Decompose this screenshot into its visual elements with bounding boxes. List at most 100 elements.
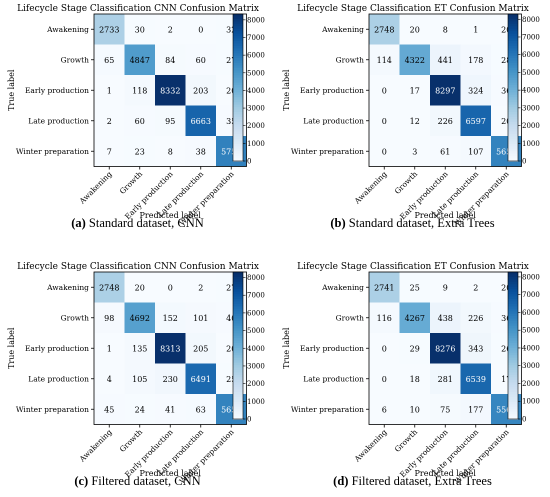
x-tick-label: Growth — [118, 427, 145, 454]
colorbar-segment — [233, 274, 243, 278]
heatmap-cell — [460, 136, 491, 167]
y-tick-label: Awakening — [46, 25, 89, 34]
cell-value-label: 105 — [132, 375, 147, 384]
colorbar-segment — [508, 296, 518, 300]
colorbar-segment — [233, 131, 243, 135]
colorbar-segment — [233, 119, 243, 123]
colorbar-segment — [508, 138, 518, 142]
colorbar-segment — [233, 294, 243, 298]
colorbar-segment — [508, 67, 518, 71]
heatmap-cell — [94, 272, 125, 303]
colorbar-segment — [233, 129, 243, 133]
colorbar-segment — [233, 340, 243, 344]
colorbar-segment — [233, 325, 243, 329]
colorbar-segment — [233, 404, 243, 408]
heatmap-cell — [460, 272, 491, 303]
cell-value-label: 36 — [501, 86, 511, 95]
colorbar-segment — [508, 325, 518, 329]
heatmap-cell — [430, 105, 461, 136]
colorbar-segment — [233, 151, 243, 155]
colorbar-segment — [233, 143, 243, 147]
colorbar-segment — [233, 335, 243, 339]
colorbar-tick-label: 7000 — [522, 33, 540, 41]
colorbar-segment — [233, 377, 243, 381]
heatmap-cell — [155, 14, 186, 45]
heatmap-cell — [399, 272, 430, 303]
cell-value-label: 205 — [193, 344, 208, 353]
colorbar-segment — [508, 360, 518, 364]
chart-title: Lifecycle Stage Classification ET Confus… — [297, 262, 529, 272]
colorbar-segment — [508, 323, 518, 327]
colorbar-segment — [508, 72, 518, 76]
cell-value-label: 0 — [168, 283, 173, 292]
colorbar-segment — [508, 53, 518, 57]
heatmap-cell — [124, 105, 155, 136]
colorbar-segment — [233, 409, 243, 413]
heatmap-cell — [124, 75, 155, 106]
y-tick-label: Early production — [25, 344, 89, 353]
heatmap-cell — [185, 44, 216, 75]
colorbar-segment — [233, 55, 243, 59]
cell-value-label: 101 — [193, 314, 208, 323]
colorbar-segment — [508, 274, 518, 278]
colorbar-segment — [508, 70, 518, 74]
heatmap-cell — [399, 105, 430, 136]
chart-title: Lifecycle Stage Classification ET Confus… — [297, 4, 529, 14]
colorbar-segment — [508, 301, 518, 305]
caption-b-letter: (b) — [330, 216, 346, 230]
colorbar-segment — [508, 36, 518, 40]
y-tick-label: Early production — [25, 86, 89, 95]
y-tick-label: Growth — [336, 55, 365, 64]
cell-value-label: 32 — [226, 25, 236, 34]
y-tick-label: Winter preparation — [16, 147, 89, 156]
colorbar-segment — [508, 143, 518, 147]
colorbar-segment — [508, 370, 518, 374]
cell-value-label: 4692 — [130, 314, 150, 323]
cell-value-label: 24 — [135, 405, 145, 414]
colorbar-tick-label: 2000 — [247, 122, 265, 130]
colorbar-tick-label: 0 — [522, 158, 526, 166]
colorbar-tick-label: 5000 — [247, 69, 265, 77]
colorbar-segment — [508, 291, 518, 295]
cell-value-label: 0 — [382, 344, 387, 353]
cell-value-label: 23 — [135, 147, 145, 156]
x-tick-label: Growth — [393, 427, 420, 454]
colorbar-tick-label: 6000 — [522, 309, 540, 317]
colorbar-segment — [233, 85, 243, 89]
cell-value-label: 1 — [473, 25, 478, 34]
colorbar-segment — [233, 141, 243, 145]
y-tick-label: Late production — [28, 374, 89, 383]
colorbar-segment — [233, 60, 243, 64]
colorbar-segment — [508, 82, 518, 86]
heatmap-cell — [185, 14, 216, 45]
colorbar-segment — [233, 345, 243, 349]
x-axis-label: Predicted label — [415, 211, 477, 220]
caption-c-letter: (c) — [74, 474, 89, 488]
colorbar-tick-label: 2000 — [522, 122, 540, 130]
heatmap-cell — [399, 14, 430, 45]
cell-value-label: 118 — [132, 86, 147, 95]
heatmap-cell — [430, 44, 461, 75]
heatmap-cell — [155, 44, 186, 75]
colorbar-segment — [508, 65, 518, 69]
colorbar-segment — [233, 40, 243, 44]
colorbar-segment — [233, 116, 243, 120]
confusion-matrix-panel-1: Lifecycle Stage Classification CNN Confu… — [7, 4, 265, 228]
colorbar-segment — [508, 75, 518, 79]
colorbar-segment — [233, 102, 243, 106]
colorbar-tick-label: 7000 — [247, 292, 265, 300]
cell-value-label: 4322 — [405, 56, 425, 65]
colorbar-segment — [233, 38, 243, 42]
heatmap-cell — [430, 363, 461, 394]
heatmap-cell — [94, 44, 125, 75]
colorbar-segment — [233, 126, 243, 130]
colorbar-segment — [233, 158, 243, 162]
colorbar-segment — [508, 377, 518, 381]
cell-value-label: 4267 — [405, 314, 425, 323]
caption-c: (c) Filtered dataset, CNN — [0, 474, 275, 489]
x-axis-label: Predicted label — [140, 211, 202, 220]
colorbar-segment — [508, 382, 518, 386]
colorbar-segment — [233, 306, 243, 310]
cell-value-label: 6663 — [191, 117, 211, 126]
